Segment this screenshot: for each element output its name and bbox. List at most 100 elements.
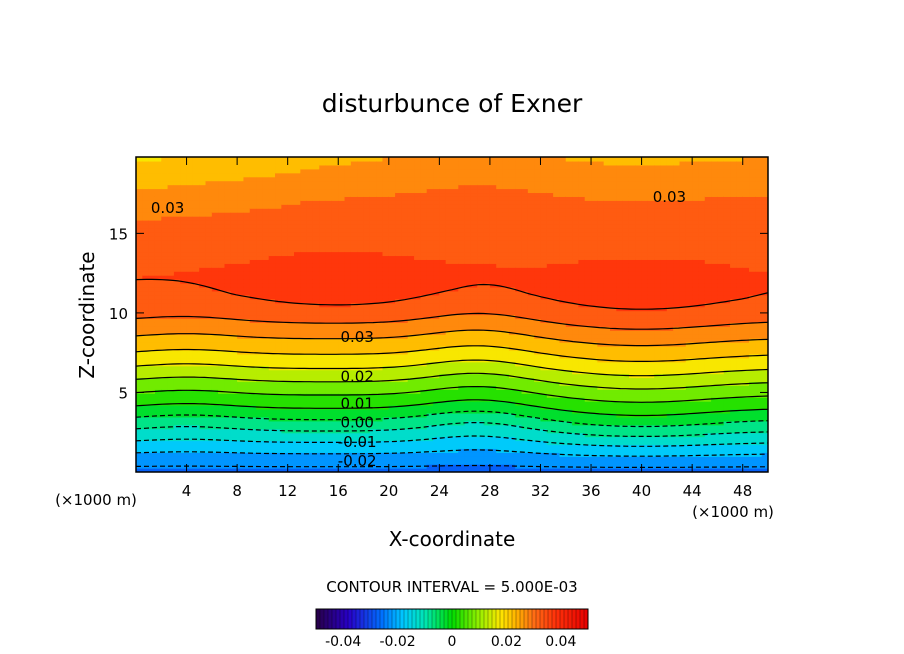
field-cell: [433, 322, 440, 327]
field-cell: [300, 255, 308, 260]
field-cell: [363, 168, 371, 174]
field-cell: [445, 393, 453, 398]
field-cell: [237, 255, 245, 260]
field-cell: [268, 322, 276, 327]
field-cell: [294, 397, 301, 402]
field-cell: [376, 385, 384, 390]
field-cell: [268, 330, 276, 335]
field-cell: [420, 172, 428, 178]
field-cell: [161, 353, 169, 359]
field-cell: [319, 192, 327, 197]
field-cell: [281, 456, 289, 461]
field-cell: [205, 208, 213, 213]
field-cell: [268, 361, 276, 367]
field-cell: [142, 220, 150, 225]
field-cell: [268, 180, 276, 186]
field-cell: [199, 381, 207, 386]
field-cell: [420, 464, 428, 469]
field-cell: [281, 168, 289, 174]
field-cell: [433, 353, 440, 359]
field-cell: [395, 346, 403, 351]
field-cell: [515, 168, 523, 174]
field-cell: [211, 440, 219, 446]
field-cell: [230, 393, 238, 398]
field-cell: [237, 286, 245, 292]
field-cell: [445, 322, 453, 327]
field-cell: [483, 349, 491, 355]
field-cell: [483, 227, 491, 233]
field-cell: [433, 310, 440, 316]
field-cell: [319, 377, 327, 383]
field-cell: [268, 342, 276, 347]
field-cell: [363, 172, 371, 178]
field-cell: [508, 440, 516, 446]
field-cell: [489, 212, 497, 217]
field-cell: [268, 310, 276, 316]
field-cell: [502, 267, 510, 272]
field-cell: [161, 227, 169, 233]
field-cell: [218, 251, 226, 257]
field-cell: [357, 243, 365, 249]
field-cell: [262, 196, 270, 201]
field-cell: [445, 220, 453, 225]
field-cell: [243, 357, 251, 363]
field-cell: [325, 298, 333, 304]
field-cell: [401, 373, 409, 379]
field-cell: [369, 389, 377, 394]
field-cell: [142, 243, 150, 249]
field-cell: [306, 326, 314, 331]
field-cell: [414, 428, 421, 434]
field-cell: [249, 424, 257, 430]
field-cell: [395, 172, 403, 178]
field-cell: [249, 365, 257, 371]
field-cell: [192, 247, 200, 253]
field-cell: [148, 235, 156, 241]
field-cell: [218, 409, 226, 414]
field-cell: [294, 216, 301, 221]
field-cell: [470, 322, 478, 327]
field-cell: [306, 330, 314, 335]
field-cell: [331, 212, 339, 217]
field-cell: [401, 314, 409, 320]
field-cell: [136, 294, 143, 300]
field-cell: [439, 263, 447, 268]
field-cell: [243, 204, 251, 209]
field-cell: [312, 314, 320, 320]
field-cell: [287, 432, 295, 438]
field-cell: [382, 346, 390, 351]
field-cell: [357, 172, 365, 178]
field-cell: [357, 188, 365, 194]
field-cell: [331, 271, 339, 276]
field-cell: [382, 160, 390, 166]
field-cell: [382, 216, 390, 221]
field-cell: [414, 357, 421, 363]
field-cell: [275, 389, 282, 394]
field-cell: [281, 389, 289, 394]
field-cell: [401, 322, 409, 327]
field-cell: [508, 216, 516, 221]
field-cell: [357, 385, 365, 390]
field-cell: [477, 279, 485, 284]
field-cell: [407, 298, 415, 304]
field-cell: [382, 180, 390, 186]
field-cell: [331, 290, 339, 296]
field-cell: [161, 216, 169, 221]
field-cell: [262, 409, 270, 414]
field-cell: [148, 200, 156, 205]
field-cell: [319, 259, 327, 264]
field-cell: [331, 318, 339, 323]
field-cell: [414, 168, 421, 174]
field-cell: [496, 176, 504, 182]
field-cell: [287, 188, 295, 194]
field-cell: [218, 255, 226, 260]
field-cell: [287, 286, 295, 292]
field-cell: [527, 353, 535, 359]
field-cell: [388, 212, 396, 217]
field-cell: [211, 180, 219, 186]
field-cell: [161, 184, 169, 190]
field-cell: [502, 389, 510, 394]
field-cell: [502, 220, 510, 225]
field-cell: [452, 247, 459, 253]
field-cell: [338, 259, 346, 264]
field-cell: [237, 330, 245, 335]
